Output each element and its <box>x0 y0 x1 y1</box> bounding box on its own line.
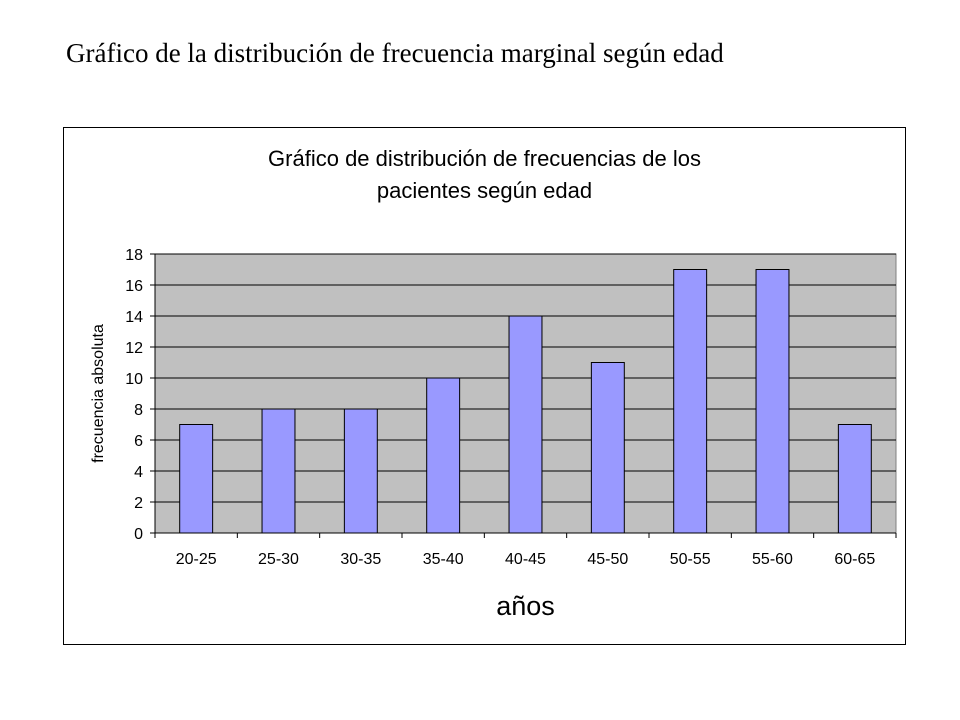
x-axis-label: años <box>496 591 555 621</box>
x-tick-label-55-60: 55-60 <box>752 551 793 568</box>
chart-container: Gráfico de distribución de frecuencias d… <box>63 127 906 645</box>
bar-25-30 <box>261 408 296 534</box>
y-tick-label-0: 0 <box>134 526 143 543</box>
x-tick-label-30-35: 30-35 <box>340 551 381 568</box>
chart-title-line-1: Gráfico de distribución de frecuencias d… <box>268 146 701 171</box>
bar-30-35 <box>343 408 378 534</box>
x-tick-label-20-25: 20-25 <box>176 551 217 568</box>
y-tick-label-6: 6 <box>134 433 143 450</box>
bar-20-25 <box>179 424 214 534</box>
y-tick-label-12: 12 <box>125 340 143 357</box>
page-title: Gráfico de la distribución de frecuencia… <box>66 38 724 68</box>
y-tick-label-8: 8 <box>134 402 143 419</box>
bar-55-60 <box>755 269 790 534</box>
x-tick-label-40-45: 40-45 <box>505 551 546 568</box>
x-tick-label-45-50: 45-50 <box>587 551 628 568</box>
bar-40-45 <box>508 315 543 534</box>
chart-title-line-2: pacientes según edad <box>376 178 593 203</box>
bar-45-50 <box>590 362 625 534</box>
y-tick-label-2: 2 <box>134 495 143 512</box>
bar-60-65 <box>837 424 872 534</box>
x-tick-label-25-30: 25-30 <box>258 551 299 568</box>
x-tick-label-60-65: 60-65 <box>834 551 875 568</box>
bar-35-40 <box>426 377 461 534</box>
bar-50-55 <box>673 269 708 534</box>
y-tick-label-14: 14 <box>125 309 143 326</box>
x-tick-label-50-55: 50-55 <box>670 551 711 568</box>
y-tick-label-4: 4 <box>134 464 143 481</box>
y-axis-label: frecuencia absoluta <box>90 324 107 463</box>
y-tick-label-10: 10 <box>125 371 143 388</box>
y-tick-label-16: 16 <box>125 278 143 295</box>
bar-chart: 0 2 4 6 8 10 12 14 16 18 20-25 25-30 30-35 35-40 40-45… <box>90 247 897 621</box>
x-tick-label-35-40: 35-40 <box>423 551 464 568</box>
y-tick-label-18: 18 <box>125 247 143 264</box>
